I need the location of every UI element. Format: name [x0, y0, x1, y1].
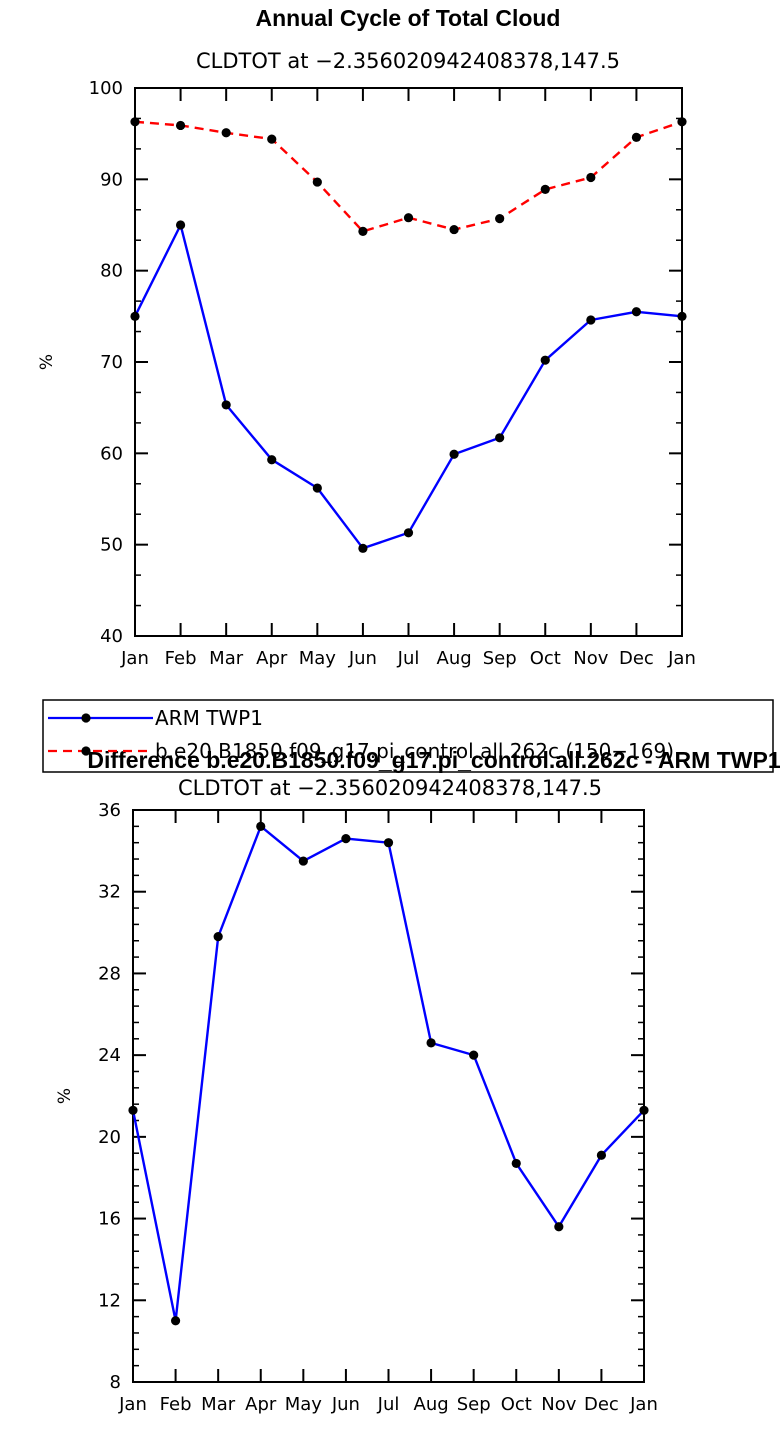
chart2-ytick-label: 28 [98, 963, 121, 984]
chart1-xtick-label-jan: Jan [120, 648, 149, 669]
chart2-series-0-point-11 [596, 1150, 607, 1160]
chart2-xtick-label-nov: Nov [541, 1394, 576, 1415]
chart2-series-0-point-6 [383, 838, 394, 848]
chart1-series-0-point-0 [130, 311, 140, 321]
chart2-ytick-label: 32 [98, 882, 121, 903]
chart1-ytick-label: 70 [100, 352, 123, 373]
chart1-series-0-point-11 [631, 307, 642, 317]
chart1-series-1-point-9 [540, 184, 550, 194]
chart2-series-0-point-9 [511, 1158, 521, 1169]
chart1-series-1-point-5 [358, 226, 368, 236]
chart1-series-1-point-3 [267, 134, 277, 144]
chart1-series-1-point-7 [449, 224, 459, 235]
chart1-series-0-point-5 [358, 543, 368, 553]
chart1-xtick-label-sep: Sep [483, 648, 517, 669]
chart2-ytick-label: 12 [98, 1290, 121, 1311]
chart1-ytick-label: 60 [100, 443, 123, 464]
legend-label-arm: ARM TWP1 [155, 706, 263, 730]
chart1-xtick-label-nov: Nov [573, 648, 608, 669]
chart1-series-0-point-1 [175, 220, 186, 230]
chart2-series-0-point-12 [639, 1105, 649, 1115]
chart2-ylabel: % [55, 1088, 75, 1104]
chart1-xtick-label-apr: Apr [256, 648, 288, 669]
chart1-series-1-point-11 [631, 132, 642, 142]
chart2-xtick-label-apr: Apr [245, 1394, 277, 1415]
chart2-plot-frame [132, 809, 645, 1383]
chart2-title: Difference b.e20.B1850.f09_g17.pi_contro… [87, 747, 780, 773]
chart2-xtick-label-dec: Dec [584, 1394, 619, 1415]
chart2-xtick-label-mar: Mar [201, 1394, 236, 1415]
chart1-series-0-point-2 [221, 400, 231, 410]
chart1-xtick-label-jun: Jun [348, 648, 377, 669]
chart2-series-0-point-1 [170, 1316, 181, 1326]
chart2-xtick-label-jan: Jan [629, 1394, 658, 1415]
chart1-series-0-point-8 [495, 433, 505, 443]
chart1-series-1-point-8 [495, 214, 505, 224]
chart2-series-0-point-2 [213, 932, 223, 942]
chart1-series-1-point-4 [312, 177, 322, 187]
chart1-xtick-label-feb: Feb [165, 648, 197, 669]
chart2-xtick-label-aug: Aug [414, 1394, 449, 1415]
chart1-series-1-point-6 [403, 213, 414, 223]
chart2-ytick-label: 20 [98, 1127, 121, 1148]
chart1-xtick-label-jan: Jan [667, 648, 696, 669]
chart2-ytick-label: 16 [98, 1209, 121, 1230]
chart1-series-0-point-12 [677, 311, 687, 321]
chart2-series-0-point-5 [341, 834, 351, 844]
chart2-series-line-0 [131, 825, 645, 1322]
chart2-ytick-label: 24 [98, 1045, 121, 1066]
chart1-series-1-point-2 [221, 128, 231, 138]
chart2-xtick-label-jun: Jun [331, 1394, 360, 1415]
chart1-xtick-label-mar: Mar [209, 648, 244, 669]
chart1-series-0-point-6 [403, 528, 414, 538]
chart1-ytick-label: 50 [100, 535, 123, 556]
chart1-xtick-label-may: May [299, 648, 337, 669]
chart1-ytick-label: 100 [89, 78, 123, 99]
chart2-xtick-label-jul: Jul [377, 1394, 400, 1415]
chart1-series-0-point-9 [540, 355, 550, 365]
chart1-title: Annual Cycle of Total Cloud [256, 5, 561, 31]
chart1-subtitle: CLDTOT at −2.356020942408378,147.5 [196, 49, 620, 73]
chart2-series-0-point-7 [426, 1038, 436, 1048]
chart2-series-0-point-3 [256, 821, 266, 831]
chart2-ytick-label: 36 [98, 800, 121, 821]
chart1-xtick-label-aug: Aug [437, 648, 472, 669]
legend-marker-arm [81, 713, 91, 723]
chart1-series-1-point-12 [677, 117, 687, 127]
chart1-series-1-point-1 [175, 120, 186, 131]
chart1-ylabel: % [37, 354, 57, 370]
legend: ARM TWP1 b.e20.B1850.f09_g17.pi_control.… [42, 699, 774, 773]
chart2-subtitle: CLDTOT at −2.356020942408378,147.5 [178, 776, 602, 800]
chart1-series-1-point-10 [586, 172, 596, 183]
chart2-series-0-point-4 [298, 856, 308, 866]
chart1-ytick-label: 80 [100, 261, 123, 282]
chart1-series-0-point-3 [267, 455, 277, 465]
chart2-xtick-label-may: May [285, 1394, 323, 1415]
legend-marker-model [81, 746, 91, 756]
chart2-xtick-label-jan: Jan [118, 1394, 147, 1415]
chart2-xtick-label-sep: Sep [457, 1394, 491, 1415]
chart2-series-0-point-10 [554, 1222, 564, 1232]
legend-label-model: b.e20.B1850.f09_g17.pi_control.all.262c … [155, 739, 674, 763]
chart2-series-0-point-0 [128, 1105, 138, 1115]
legend-box [42, 699, 774, 773]
chart2-xtick-label-oct: Oct [501, 1394, 532, 1415]
chart1-ytick-label: 90 [100, 169, 123, 190]
chart1-series-0-point-4 [312, 483, 322, 493]
chart1-series-1-point-0 [130, 117, 140, 127]
chart1-series-0-point-7 [449, 449, 459, 459]
chart1-plot-frame [134, 87, 683, 637]
chart2-ytick-label: 8 [110, 1372, 121, 1393]
chart2-xtick-label-feb: Feb [160, 1394, 192, 1415]
chart1-xtick-label-oct: Oct [530, 648, 561, 669]
chart1-series-line-0 [133, 223, 683, 550]
chart1-ytick-label: 40 [100, 626, 123, 647]
chart1-xtick-label-dec: Dec [619, 648, 654, 669]
chart2-series-0-point-8 [469, 1050, 479, 1060]
chart1-series-0-point-10 [586, 315, 596, 325]
chart1-xtick-label-jul: Jul [397, 648, 420, 669]
